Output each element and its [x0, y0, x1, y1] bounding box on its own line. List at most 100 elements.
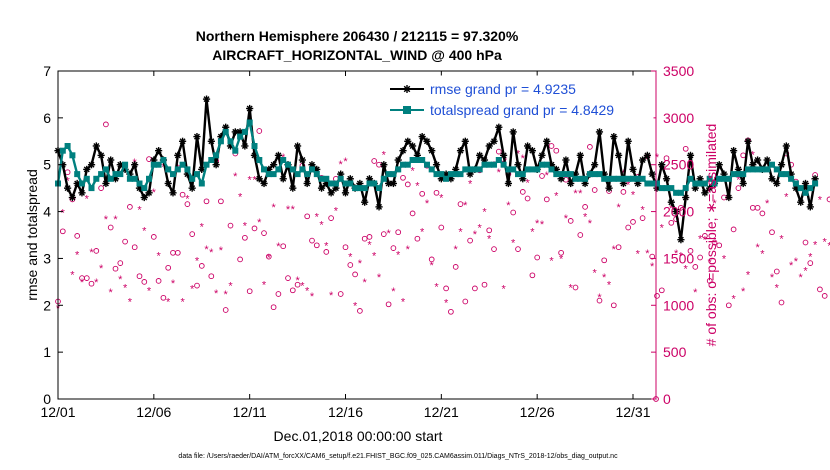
- spread-point: [706, 175, 713, 182]
- rmse-point: [207, 137, 215, 145]
- rmse-point: [293, 142, 302, 150]
- spread-point: [285, 161, 291, 168]
- rmse-point: [289, 184, 297, 192]
- spread-point: [222, 128, 229, 135]
- obs-possible-point: [323, 249, 330, 255]
- obs-assimilated-point: *: [631, 190, 636, 202]
- obs-possible-point: [510, 209, 517, 216]
- obs-assimilated-point: *: [693, 287, 698, 299]
- spread-point: [721, 175, 727, 182]
- obs-assimilated-point: *: [823, 237, 828, 249]
- spread-point: [524, 166, 531, 173]
- x-tick-label: 12/31: [615, 404, 650, 420]
- rmse-point: [92, 142, 100, 150]
- y-axis-label: rmse and totalspread: [24, 169, 40, 301]
- rmse-point: [624, 137, 632, 145]
- rmse-point: [485, 142, 493, 150]
- x-tick-label: 12/06: [136, 404, 171, 420]
- obs-assimilated-point: *: [501, 283, 506, 295]
- obs-assimilated-point: *: [684, 264, 689, 276]
- rmse-point: [399, 147, 407, 155]
- obs-possible-point: [170, 249, 176, 256]
- y-tick-label-right: 2000: [663, 204, 694, 220]
- obs-possible-point: [347, 262, 354, 268]
- chart-subtitle: AIRCRAFT_HORIZONTAL_WIND @ 400 hPa: [212, 47, 502, 63]
- obs-assimilated-point: *: [137, 205, 142, 217]
- obs-assimilated-point: *: [324, 240, 329, 252]
- rmse-point: [260, 179, 268, 188]
- spread-point: [697, 180, 704, 187]
- obs-possible-point: [385, 301, 392, 308]
- obs-assimilated-point: *: [171, 278, 176, 290]
- rmse-point: [753, 156, 762, 164]
- obs-assimilated-point: *: [444, 298, 449, 310]
- spread-point: [419, 157, 426, 163]
- rmse-point: [274, 151, 283, 159]
- obs-possible-point: [630, 219, 636, 225]
- obs-assimilated-point: *: [775, 283, 780, 295]
- rmse-point: [87, 161, 96, 169]
- obs-assimilated-point: *: [770, 272, 775, 284]
- obs-possible-point: [275, 291, 282, 297]
- spread-point: [141, 185, 148, 192]
- spread-point: [491, 161, 497, 168]
- spread-point: [769, 161, 775, 168]
- obs-assimilated-point: *: [94, 277, 99, 289]
- spread-point: [740, 171, 747, 178]
- spread-point: [452, 171, 459, 178]
- obs-possible-point: [543, 196, 550, 203]
- obs-possible-point: [725, 302, 732, 309]
- rmse-point: [615, 151, 623, 159]
- spread-point: [342, 180, 349, 187]
- obs-assimilated-point: *: [190, 283, 195, 295]
- obs-assimilated-point: *: [89, 247, 94, 259]
- obs-assimilated-point: *: [549, 255, 554, 267]
- spread-point: [328, 180, 335, 187]
- obs-possible-point: [539, 173, 545, 179]
- spread-point: [414, 157, 421, 163]
- obs-assimilated-point: *: [209, 247, 214, 259]
- obs-assimilated-point: *: [779, 234, 784, 246]
- obs-assimilated-point: *: [372, 251, 377, 263]
- obs-possible-point: [414, 235, 421, 242]
- spread-point: [471, 166, 478, 173]
- obs-assimilated-point: *: [291, 204, 296, 216]
- spread-point: [117, 171, 124, 178]
- obs-possible-point: [682, 145, 689, 152]
- obs-assimilated-point: *: [645, 248, 650, 260]
- rmse-point: [380, 161, 388, 169]
- spread-point: [677, 189, 684, 196]
- rmse-point: [78, 189, 86, 197]
- rmse-point: [131, 161, 139, 169]
- obs-assimilated-point: *: [348, 252, 353, 264]
- spread-point: [356, 185, 363, 192]
- obs-possible-point: [160, 294, 167, 301]
- obs-possible-point: [591, 187, 598, 193]
- rmse-point: [528, 147, 536, 155]
- obs-possible-point: [242, 234, 248, 241]
- obs-assimilated-point: *: [185, 194, 190, 206]
- chart-title: Northern Hemisphere 206430 / 212115 = 97…: [196, 28, 519, 44]
- spread-point: [773, 166, 780, 173]
- x-tick-label: 12/21: [424, 404, 459, 420]
- spread-point: [155, 161, 162, 168]
- spread-point: [261, 166, 267, 173]
- obs-possible-point: [361, 235, 368, 242]
- obs-assimilated-point: *: [228, 281, 233, 293]
- obs-assimilated-point: *: [406, 244, 411, 256]
- obs-assimilated-point: *: [511, 238, 516, 250]
- obs-assimilated-point: *: [736, 175, 741, 187]
- obs-assimilated-point: *: [506, 200, 511, 212]
- obs-possible-point: [773, 268, 780, 275]
- obs-possible-point: [472, 285, 478, 292]
- obs-assimilated-point: *: [113, 214, 118, 226]
- obs-possible-point: [131, 244, 138, 251]
- spread-point: [232, 147, 239, 154]
- spread-point: [716, 175, 723, 182]
- obs-assimilated-point: *: [204, 244, 209, 256]
- obs-possible-point: [136, 273, 143, 280]
- obs-assimilated-point: *: [516, 149, 521, 161]
- obs-assimilated-point: *: [319, 220, 324, 232]
- obs-possible-point: [654, 293, 660, 299]
- spread-point: [241, 128, 248, 135]
